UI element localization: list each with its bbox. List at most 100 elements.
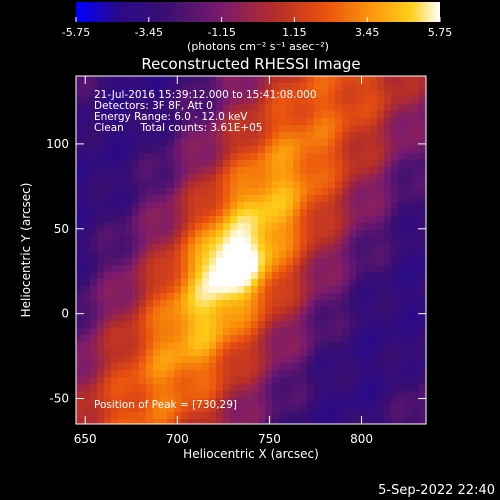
heatmap-cell (83, 377, 91, 385)
heatmap-cell (370, 244, 378, 252)
heatmap-cell (90, 83, 98, 91)
heatmap-cell (237, 286, 245, 294)
heatmap-cell (83, 342, 91, 350)
heatmap-cell (258, 125, 266, 133)
heatmap-cell (405, 398, 413, 406)
heatmap-cell (258, 384, 266, 392)
heatmap-cell (216, 97, 224, 105)
heatmap-cell (384, 398, 392, 406)
heatmap-cell (244, 244, 252, 252)
heatmap-cell (237, 370, 245, 378)
heatmap-cell (335, 279, 343, 287)
heatmap-cell (293, 125, 301, 133)
heatmap-cell (174, 279, 182, 287)
heatmap-cell (405, 125, 413, 133)
heatmap-cell (356, 342, 364, 350)
heatmap-cell (90, 412, 98, 420)
heatmap-cell (251, 300, 259, 308)
heatmap-cell (370, 216, 378, 224)
heatmap-cell (202, 125, 210, 133)
heatmap-cell (321, 377, 329, 385)
heatmap-cell (181, 139, 189, 147)
heatmap-cell (237, 125, 245, 133)
heatmap-cell (342, 286, 350, 294)
heatmap-cell (356, 195, 364, 203)
heatmap-cell (419, 216, 426, 224)
heatmap-cell (265, 237, 273, 245)
heatmap-cell (398, 209, 406, 217)
heatmap-cell (307, 202, 315, 210)
heatmap-cell (272, 202, 280, 210)
heatmap-cell (111, 377, 119, 385)
heatmap-cell (202, 160, 210, 168)
heatmap-cell (356, 391, 364, 399)
heatmap-cell (244, 356, 252, 364)
heatmap-cell (209, 377, 217, 385)
heatmap-cell (76, 419, 84, 424)
chart-title: Reconstructed RHESSI Image (141, 55, 360, 73)
heatmap-cell (349, 363, 357, 371)
heatmap-cell (83, 146, 91, 154)
heatmap-cell (377, 370, 385, 378)
y-tick-label: -50 (49, 392, 69, 406)
heatmap-cell (76, 405, 84, 413)
heatmap-cell (412, 363, 420, 371)
heatmap-cell (223, 132, 231, 140)
heatmap-cell (160, 349, 168, 357)
heatmap-cell (118, 83, 126, 91)
heatmap-cell (265, 160, 273, 168)
heatmap-cell (286, 167, 294, 175)
heatmap-cell (370, 391, 378, 399)
heatmap-cell (146, 97, 154, 105)
heatmap-cell (160, 286, 168, 294)
heatmap-cell (125, 139, 133, 147)
heatmap-cell (293, 272, 301, 280)
heatmap-cell (307, 286, 315, 294)
heatmap-cell (181, 146, 189, 154)
heatmap-cell (90, 398, 98, 406)
heatmap-cell (160, 342, 168, 350)
heatmap-cell (405, 363, 413, 371)
heatmap-cell (76, 237, 84, 245)
heatmap-cell (293, 321, 301, 329)
heatmap-cell (356, 244, 364, 252)
colorbar-tick-label: -1.15 (207, 26, 235, 39)
heatmap-cell (111, 258, 119, 266)
heatmap-cell (314, 279, 322, 287)
heatmap-cell (223, 258, 231, 266)
heatmap-cell (412, 167, 420, 175)
heatmap-cell (237, 146, 245, 154)
heatmap-cell (76, 153, 84, 161)
heatmap-cell (195, 391, 203, 399)
heatmap-cell (181, 419, 189, 424)
heatmap-cell (111, 405, 119, 413)
heatmap-cell (153, 97, 161, 105)
heatmap-cell (223, 286, 231, 294)
heatmap-cell (286, 321, 294, 329)
heatmap-cell (391, 300, 399, 308)
heatmap-cell (146, 132, 154, 140)
heatmap-cell (188, 363, 196, 371)
heatmap-cell (167, 321, 175, 329)
heatmap-cell (76, 286, 84, 294)
heatmap-cell (286, 90, 294, 98)
heatmap-cell (202, 195, 210, 203)
heatmap-cell (195, 174, 203, 182)
heatmap-cell (377, 300, 385, 308)
heatmap-cell (125, 160, 133, 168)
heatmap-cell (391, 370, 399, 378)
heatmap-cell (216, 272, 224, 280)
heatmap-cell (104, 377, 112, 385)
heatmap-cell (76, 244, 84, 252)
heatmap-cell (83, 160, 91, 168)
heatmap-cell (188, 328, 196, 336)
heatmap-cell (118, 146, 126, 154)
heatmap-cell (146, 90, 154, 98)
heatmap-cell (104, 188, 112, 196)
heatmap-cell (90, 174, 98, 182)
heatmap-cell (118, 153, 126, 161)
heatmap-cell (146, 125, 154, 133)
heatmap-cell (377, 209, 385, 217)
heatmap-cell (293, 76, 301, 84)
heatmap-cell (356, 216, 364, 224)
